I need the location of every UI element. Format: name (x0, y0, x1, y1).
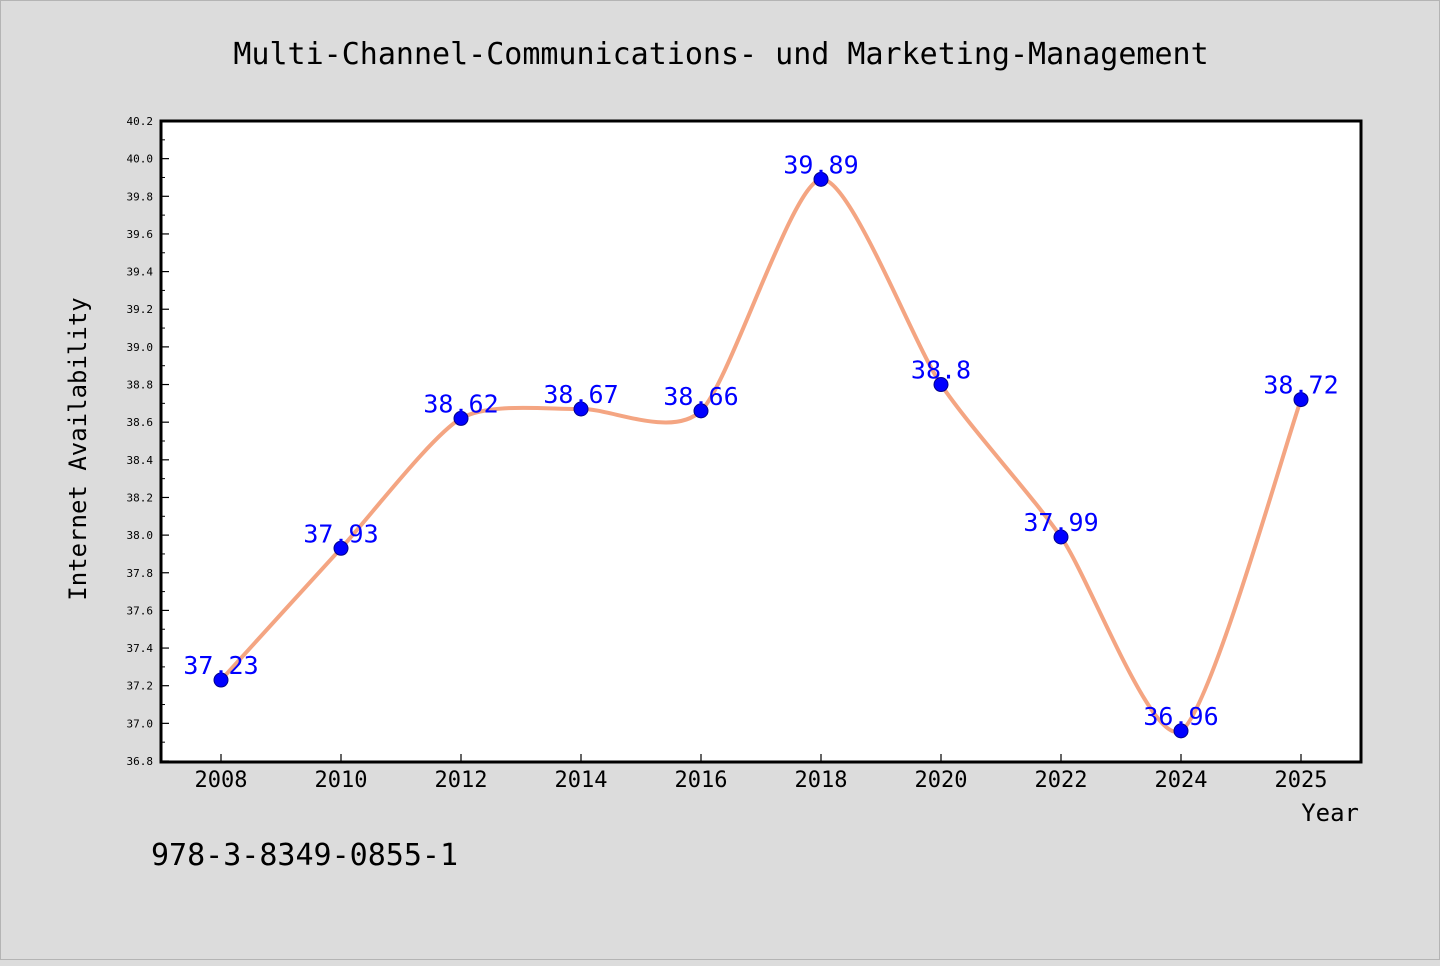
y-tick-label: 39.0 (127, 341, 154, 354)
y-tick-label: 38.8 (127, 379, 154, 392)
x-tick-label: 2020 (915, 768, 968, 793)
data-label: 39.89 (783, 150, 858, 179)
y-tick-label: 38.0 (127, 529, 154, 542)
x-axis: 2008 2010 2012 2014 2016 2018 2020 2022 2024 2025 (195, 754, 1328, 793)
x-tick-label: 2018 (795, 768, 848, 793)
data-point (1173, 723, 1189, 739)
data-label: 36.96 (1143, 702, 1218, 731)
data-label: 38.67 (543, 380, 618, 409)
y-tick-label: 38.4 (127, 454, 154, 467)
data-point (1053, 529, 1069, 545)
y-tick-label: 37.2 (127, 680, 154, 693)
y-tick-label: 40.0 (127, 153, 154, 166)
y-axis-label: Internet Availability (64, 297, 92, 600)
y-tick-label: 39.6 (127, 228, 154, 241)
y-tick-label: 37.0 (127, 717, 154, 730)
y-tick-label: 40.2 (127, 115, 154, 128)
data-label: 37.23 (183, 651, 258, 680)
data-labels-group: 37.23 37.93 38.62 38.67 38.66 39.89 38.8 37.99 3… (183, 150, 1338, 731)
data-label: 38.72 (1263, 371, 1338, 400)
data-label: 38.62 (423, 389, 498, 418)
data-point (693, 403, 709, 419)
chart-title: Multi-Channel-Communications- und Market… (233, 37, 1208, 72)
data-point (453, 410, 469, 426)
x-tick-label: 2024 (1155, 768, 1208, 793)
x-tick-label: 2012 (435, 768, 488, 793)
x-tick-label: 2014 (555, 768, 608, 793)
data-label: 37.93 (303, 519, 378, 548)
data-label: 37.99 (1023, 508, 1098, 537)
series-group (213, 171, 1309, 739)
data-point (573, 401, 589, 417)
y-tick-label: 38.6 (127, 416, 154, 429)
x-tick-label: 2022 (1035, 768, 1088, 793)
data-label: 38.8 (911, 356, 971, 385)
x-tick-label: 2016 (675, 768, 728, 793)
y-tick-label: 37.6 (127, 604, 154, 617)
y-tick-label: 39.4 (127, 266, 154, 279)
data-point (813, 171, 829, 187)
plot-area (159, 119, 1363, 764)
y-axis: 36.8 37.0 37.2 37.4 37.6 37.8 38.0 38.2 38.4 38.6… (127, 115, 169, 768)
y-tick-label: 38.2 (127, 491, 154, 504)
data-point (1293, 392, 1309, 408)
data-point (213, 672, 229, 688)
x-tick-label: 2008 (195, 768, 248, 793)
y-tick-label: 39.8 (127, 190, 154, 203)
x-tick-label: 2010 (315, 768, 368, 793)
data-point (933, 377, 949, 393)
data-label: 38.66 (663, 382, 738, 411)
data-point (333, 540, 349, 556)
y-tick-label: 37.4 (127, 642, 154, 655)
y-tick-label: 37.8 (127, 567, 154, 580)
y-tick-label: 36.8 (127, 755, 154, 768)
y-tick-label: 39.2 (127, 303, 154, 316)
x-axis-label: Year (1301, 799, 1359, 827)
isbn-annotation: 978-3-8349-0855-1 (151, 838, 458, 873)
x-tick-label: 2025 (1275, 768, 1328, 793)
